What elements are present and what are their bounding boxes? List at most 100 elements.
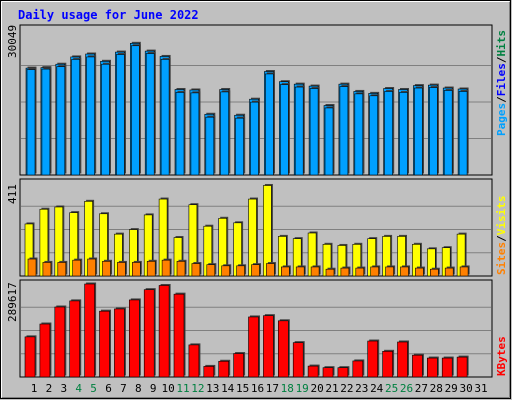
files-bar-day-21 xyxy=(324,107,334,176)
day-label-20: 20 xyxy=(310,382,323,395)
day-label-28: 28 xyxy=(430,382,443,395)
day-label-27: 27 xyxy=(415,382,428,395)
sites-bar-day-3 xyxy=(57,262,67,277)
kbytes-bar-day-14 xyxy=(218,360,229,378)
sites-bar-day-6 xyxy=(102,260,111,277)
sites-bar-day-11 xyxy=(176,260,186,277)
sites-bar-day-7 xyxy=(117,262,126,277)
files-bar-day-29 xyxy=(443,90,453,176)
files-bar-day-7 xyxy=(116,54,125,176)
legend-kbytes: KBytes xyxy=(495,336,508,376)
chart-title: Daily usage for June 2022 xyxy=(18,8,199,22)
x-axis-day-labels: 1 2 3 4 5 6 7 8 9 10 11 12 13 14 15 16 17 18 19 20 21 22 23 24 2… xyxy=(31,382,488,395)
legend-visits: Visits xyxy=(495,196,508,236)
files-bar-day-13 xyxy=(205,116,215,176)
kbytes-bar-day-5 xyxy=(84,283,95,378)
day-label-15: 15 xyxy=(236,382,249,395)
day-label-30: 30 xyxy=(459,382,472,395)
day-label-24: 24 xyxy=(370,382,384,395)
kbytes-bar-day-27 xyxy=(412,354,423,378)
day-label-22: 22 xyxy=(340,382,353,395)
kbytes-bar-day-19 xyxy=(292,342,304,378)
kbytes-bar-day-15 xyxy=(233,353,244,378)
day-label-25: 25 xyxy=(385,382,398,395)
sites-bar-day-26 xyxy=(400,266,409,277)
day-label-13: 13 xyxy=(206,382,219,395)
legend-sep-3: / xyxy=(495,235,508,242)
kbytes-bar-day-21 xyxy=(322,367,334,378)
day-label-5: 5 xyxy=(90,382,97,395)
files-bar-day-9 xyxy=(145,53,155,176)
day-label-11: 11 xyxy=(176,382,189,395)
top-legend: Pages/Files/Hits xyxy=(495,30,508,136)
kbytes-bar-day-12 xyxy=(188,344,200,378)
kbytes-bar-day-24 xyxy=(367,340,379,378)
kbytes-bar-day-20 xyxy=(307,365,319,378)
kbytes-bar-day-8 xyxy=(129,299,140,378)
files-bar-day-26 xyxy=(399,92,408,176)
kbytes-bar-day-29 xyxy=(441,357,453,378)
kbytes-bar-day-11 xyxy=(173,293,185,378)
files-bar-day-20 xyxy=(309,88,319,176)
sites-bar-day-15 xyxy=(236,265,245,277)
day-label-10: 10 xyxy=(161,382,174,395)
files-bar-day-10 xyxy=(160,59,170,176)
sites-bar-day-25 xyxy=(385,266,394,277)
files-bar-day-8 xyxy=(131,45,140,176)
day-label-3: 3 xyxy=(60,382,67,395)
kbytes-bar-day-1 xyxy=(24,336,36,378)
sites-bar-day-12 xyxy=(191,263,201,277)
top-max-label: 30049 xyxy=(6,25,19,58)
day-label-2: 2 xyxy=(46,382,53,395)
day-label-16: 16 xyxy=(251,382,264,395)
sites-bar-day-10 xyxy=(161,259,171,277)
legend-sep-1: / xyxy=(495,96,508,103)
files-bar-day-24 xyxy=(369,95,379,176)
legend-hits: Hits xyxy=(495,30,508,57)
kbytes-bar-day-16 xyxy=(248,316,259,378)
sites-bar-day-28 xyxy=(429,268,439,277)
kbytes-bar-day-2 xyxy=(39,323,51,378)
kbytes-bar-day-18 xyxy=(277,320,289,378)
day-label-12: 12 xyxy=(191,382,204,395)
sites-bar-day-14 xyxy=(221,265,230,277)
kbytes-bar-day-23 xyxy=(352,360,364,378)
files-bar-day-12 xyxy=(190,92,200,176)
sites-bar-day-2 xyxy=(42,262,52,277)
sites-bar-day-18 xyxy=(280,266,290,277)
kbytes-bar-day-30 xyxy=(456,356,468,378)
day-label-9: 9 xyxy=(150,382,157,395)
sites-bar-day-16 xyxy=(251,264,260,277)
files-bar-day-25 xyxy=(384,91,393,176)
legend-sep-2: / xyxy=(495,56,508,63)
sites-bar-day-13 xyxy=(206,264,216,277)
middle-legend: Sites/Visits xyxy=(495,196,508,276)
day-label-1: 1 xyxy=(31,382,38,395)
sites-bar-day-27 xyxy=(415,267,424,277)
legend-files: Files xyxy=(495,63,508,96)
day-label-23: 23 xyxy=(355,382,368,395)
sites-bar-day-29 xyxy=(444,267,454,277)
files-bar-day-19 xyxy=(294,86,304,176)
day-label-4: 4 xyxy=(75,382,82,395)
files-bar-day-3 xyxy=(56,66,66,176)
files-bar-day-18 xyxy=(279,84,289,176)
files-bar-day-15 xyxy=(235,117,244,176)
bar-marks xyxy=(24,41,470,378)
sites-bar-day-21 xyxy=(325,268,335,277)
kbytes-bar-day-10 xyxy=(158,285,170,378)
files-bar-day-1 xyxy=(26,69,36,176)
files-bar-day-6 xyxy=(101,63,110,176)
files-bar-day-11 xyxy=(175,92,185,176)
files-bar-day-27 xyxy=(414,87,423,176)
kbytes-bar-day-17 xyxy=(263,315,274,378)
sites-bar-day-17 xyxy=(266,263,275,277)
sites-bar-day-9 xyxy=(146,260,156,277)
day-label-17: 17 xyxy=(266,382,279,395)
kbytes-bar-day-9 xyxy=(143,289,155,378)
sites-bar-day-4 xyxy=(72,259,81,277)
sites-bar-day-20 xyxy=(310,266,320,277)
legend-sites: Sites xyxy=(495,242,508,275)
files-bar-day-23 xyxy=(354,93,364,176)
